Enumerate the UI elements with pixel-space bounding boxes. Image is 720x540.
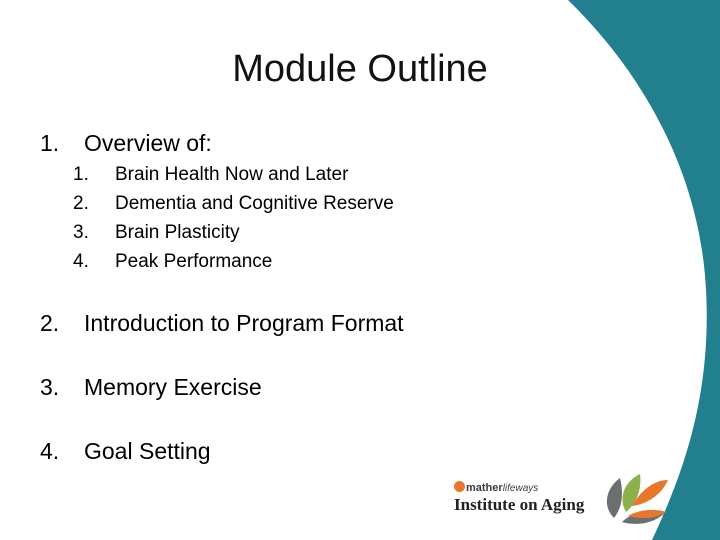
institute-on-aging-logo: matherlifeways Institute on Aging	[452, 478, 720, 538]
sub-item-label: Dementia and Cognitive Reserve	[115, 189, 394, 218]
sub-item-number: 3.	[73, 218, 89, 247]
mather-badge-icon	[454, 481, 465, 492]
sub-item-number: 1.	[73, 160, 89, 189]
sub-item-label: Peak Performance	[115, 247, 272, 276]
brand-bold: mather	[466, 482, 503, 494]
sub-item-number: 2.	[73, 189, 89, 218]
mather-lifeways-wordmark: matherlifeways	[454, 481, 538, 494]
sub-item-3: 3. Brain Plasticity	[40, 218, 560, 247]
item-label: Goal Setting	[84, 434, 211, 468]
sub-item-label: Brain Plasticity	[115, 218, 240, 247]
item-number: 4.	[40, 434, 59, 468]
item-label: Overview of:	[84, 126, 212, 160]
brand-light: lifeways	[503, 483, 539, 494]
item-number: 2.	[40, 306, 59, 340]
logo-name: Institute on Aging	[454, 495, 584, 515]
sub-item-1: 1. Brain Health Now and Later	[40, 160, 560, 189]
outline-item-3: 3. Memory Exercise	[40, 370, 560, 404]
sub-item-label: Brain Health Now and Later	[115, 160, 348, 189]
module-outline: 1. Overview of: 1. Brain Health Now and …	[40, 126, 560, 468]
item-label: Introduction to Program Format	[84, 306, 404, 340]
outline-item-1: 1. Overview of:	[40, 126, 560, 160]
outline-item-4: 4. Goal Setting	[40, 434, 560, 468]
sub-item-4: 4. Peak Performance	[40, 247, 560, 276]
leaves-icon	[602, 466, 672, 526]
sub-item-number: 4.	[73, 247, 89, 276]
slide-title: Module Outline	[0, 48, 720, 91]
sub-item-2: 2. Dementia and Cognitive Reserve	[40, 189, 560, 218]
item-label: Memory Exercise	[84, 370, 262, 404]
item-number: 3.	[40, 370, 59, 404]
item-number: 1.	[40, 126, 59, 160]
outline-item-2: 2. Introduction to Program Format	[40, 306, 560, 340]
